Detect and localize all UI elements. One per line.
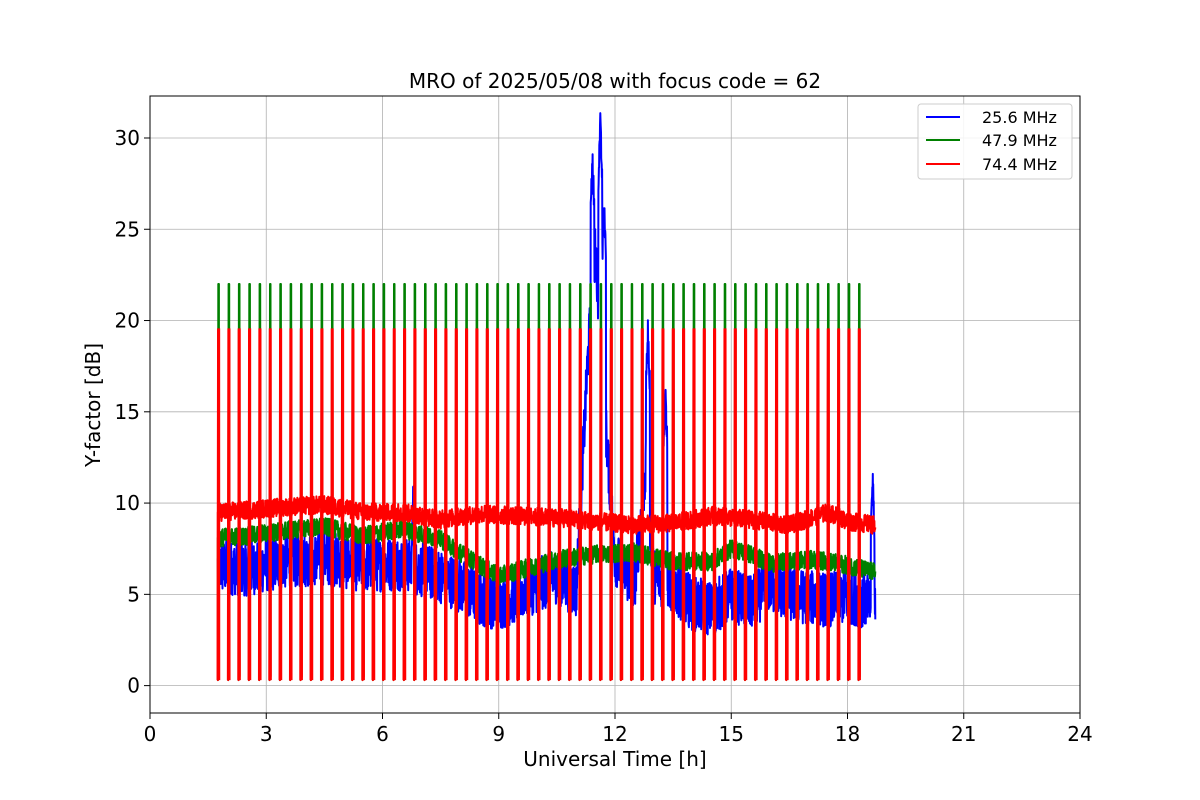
calibration-spike (371, 328, 376, 681)
calibration-spike (216, 328, 221, 681)
calibration-spike (505, 328, 510, 681)
calibration-spike (609, 328, 613, 681)
x-axis-label: Universal Time [h] (523, 747, 706, 771)
calibration-spike (753, 328, 758, 681)
calibration-spike (857, 328, 861, 681)
y-tick-label: 20 (115, 309, 140, 333)
calibration-spike (702, 328, 706, 681)
y-tick-label: 25 (115, 217, 140, 241)
calibration-spike (340, 328, 345, 681)
calibration-spike (815, 328, 820, 681)
calibration-spike (402, 328, 407, 681)
x-tick-label: 9 (492, 722, 505, 746)
calibration-spike (392, 328, 396, 681)
calibration-spike (578, 328, 582, 681)
calibration-spike (774, 328, 779, 681)
calibration-spike (433, 328, 438, 681)
calibration-spike (350, 328, 355, 681)
x-tick-label: 24 (1067, 722, 1092, 746)
legend-label-47-9: 47.9 MHz (982, 131, 1057, 150)
legend: 25.6 MHz 47.9 MHz 74.4 MHz (917, 103, 1073, 180)
calibration-spike (536, 328, 541, 681)
calibration-spike (309, 328, 314, 681)
calibration-spike (784, 328, 789, 681)
calibration-spike (836, 328, 841, 681)
x-tick-label: 6 (376, 722, 389, 746)
calibration-spike (588, 328, 593, 681)
y-tick-label: 15 (115, 400, 140, 424)
calibration-spike (598, 328, 603, 681)
calibration-spike (557, 328, 562, 681)
x-tick-label: 12 (602, 722, 627, 746)
x-tick-label: 21 (951, 722, 976, 746)
chart-title: MRO of 2025/05/08 with focus code = 62 (409, 69, 821, 93)
calibration-spike (795, 328, 799, 681)
calibration-spike (805, 328, 810, 681)
calibration-spike (226, 328, 231, 681)
ticks: 0 3 6 9 12 15 18 21 24 0 5 10 15 20 25 30 (115, 126, 1093, 746)
calibration-spike (526, 328, 531, 681)
calibration-spike (722, 328, 727, 681)
y-tick-label: 30 (115, 126, 140, 150)
calibration-spike (681, 328, 686, 681)
calibration-spike (660, 328, 665, 681)
x-tick-label: 3 (260, 722, 273, 746)
calibration-spike (268, 328, 272, 681)
calibration-spike (454, 328, 458, 681)
calibration-spike (733, 328, 737, 681)
calibration-spike (547, 328, 551, 681)
calibration-spike (640, 328, 644, 681)
calibration-spike (474, 328, 479, 681)
calibration-spike (247, 328, 252, 681)
calibration-spike (443, 328, 448, 681)
legend-label-74-4: 74.4 MHz (982, 155, 1057, 174)
calibration-spike (412, 328, 417, 681)
plot-frame (149, 95, 1081, 714)
calibration-spike (629, 328, 634, 681)
x-tick-label: 18 (835, 722, 860, 746)
calibration-spike (619, 328, 624, 681)
calibration-spike (319, 328, 324, 681)
plot-area (216, 112, 877, 682)
calibration-spikes (216, 328, 861, 681)
y-tick-label: 10 (115, 491, 140, 515)
calibration-spike (257, 328, 262, 681)
legend-label-25-6: 25.6 MHz (982, 108, 1057, 127)
calibration-spike (691, 328, 696, 681)
calibration-spike (712, 328, 717, 681)
x-tick-label: 0 (144, 722, 157, 746)
x-tick-label: 15 (719, 722, 744, 746)
y-tick-label: 5 (127, 582, 140, 606)
calibration-spike (671, 328, 675, 681)
calibration-spike (381, 328, 386, 681)
calibration-spike (495, 328, 500, 681)
legend-box (917, 103, 1073, 180)
y-tick-label: 0 (127, 674, 140, 698)
calibration-spike (743, 328, 748, 681)
calibration-spike (288, 328, 293, 681)
calibration-spike (237, 328, 241, 681)
calibration-spike (764, 328, 768, 681)
calibration-spike (299, 328, 303, 681)
calibration-spike (567, 328, 572, 681)
calibration-spike (464, 328, 469, 681)
calibration-spike (485, 328, 489, 681)
calibration-spike (278, 328, 283, 681)
calibration-spike (826, 328, 830, 681)
calibration-spike (846, 328, 851, 681)
calibration-spike (423, 328, 427, 681)
y-axis-label: Y-factor [dB] (81, 343, 105, 468)
calibration-spike (650, 328, 655, 681)
calibration-spike (516, 328, 520, 681)
calibration-spike (361, 328, 365, 681)
calibration-spike (330, 328, 334, 681)
